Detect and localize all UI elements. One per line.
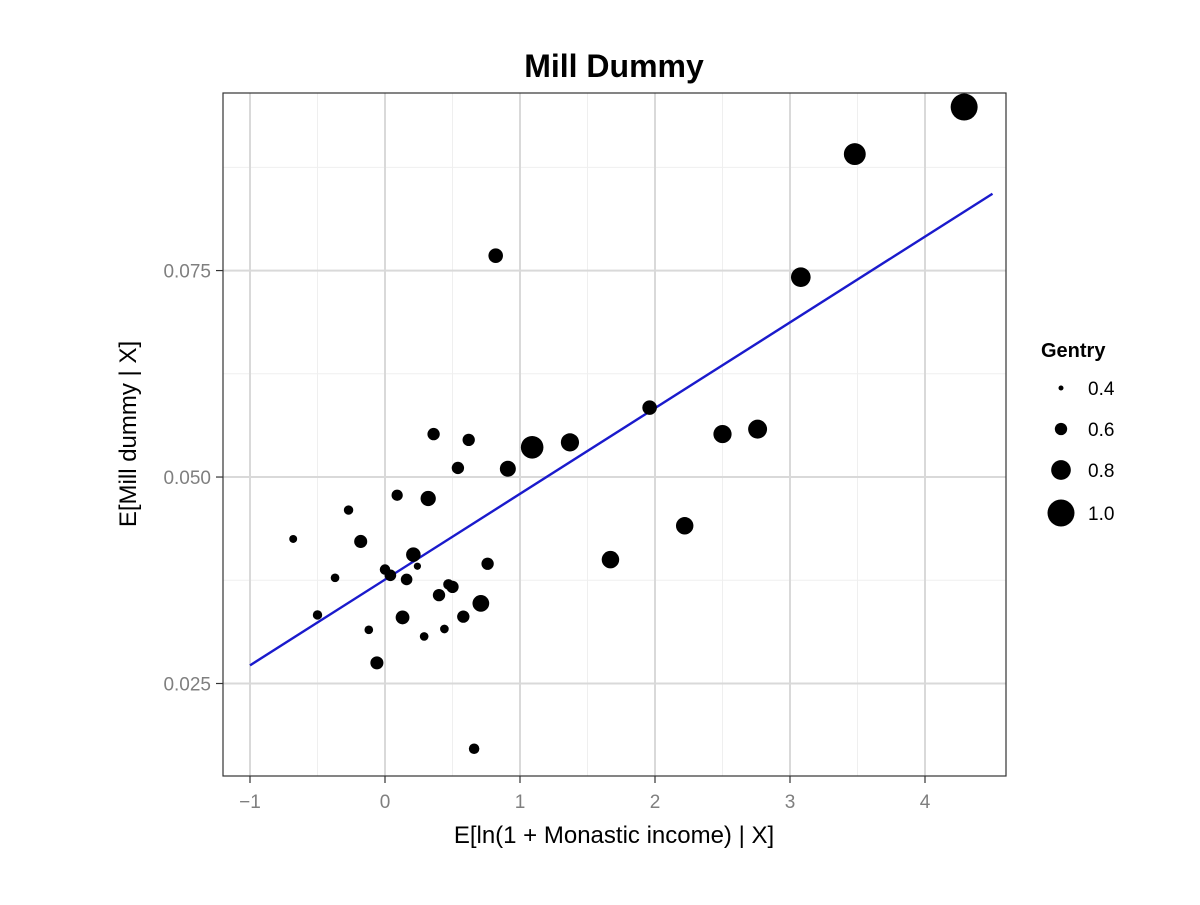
- legend-key-circle: [1047, 499, 1075, 527]
- x-tick-label: 4: [920, 792, 931, 813]
- data-point: [289, 535, 298, 543]
- data-point: [370, 656, 384, 670]
- data-point: [446, 580, 459, 594]
- chart-title: Mill Dummy: [524, 48, 704, 84]
- legend-entry-label: 0.8: [1088, 461, 1114, 482]
- data-point: [419, 632, 429, 641]
- data-point: [560, 433, 580, 452]
- data-point: [748, 419, 768, 439]
- data-point: [395, 610, 410, 625]
- data-point: [472, 595, 490, 612]
- legend-key-circle: [1058, 385, 1064, 391]
- legend-entry-label: 0.6: [1088, 420, 1114, 441]
- data-point: [420, 490, 436, 507]
- legend-entries: 0.4 0.6 0.8 1.0: [1047, 379, 1115, 527]
- data-point: [427, 427, 440, 441]
- data-point: [675, 517, 694, 535]
- x-tick-label: 1: [515, 792, 526, 813]
- data-point: [312, 610, 323, 620]
- y-tick-label: 0.050: [163, 468, 211, 489]
- y-axis-ticks: 0.025 0.050 0.075: [163, 262, 223, 696]
- plot-area: [222, 92, 1007, 777]
- y-tick-label: 0.025: [163, 675, 211, 696]
- legend-entry-label: 1.0: [1088, 504, 1114, 525]
- legend-key-circle: [1051, 460, 1071, 480]
- x-axis-label: E[ln(1 + Monastic income) | X]: [454, 822, 774, 849]
- y-tick-label: 0.075: [163, 262, 211, 283]
- data-point: [391, 489, 403, 501]
- data-point: [481, 557, 494, 570]
- y-axis-label: E[Mill dummy | X]: [115, 341, 142, 527]
- data-point: [384, 569, 397, 582]
- data-point: [713, 424, 732, 444]
- data-point: [432, 588, 446, 602]
- data-point: [642, 400, 657, 415]
- x-tick-label: 2: [650, 792, 661, 813]
- data-point: [406, 547, 421, 562]
- data-point: [601, 550, 620, 569]
- data-point: [413, 562, 421, 570]
- minor-gridlines: [223, 93, 1006, 776]
- data-point: [499, 460, 516, 477]
- data-point: [440, 624, 449, 634]
- data-points: [289, 93, 978, 754]
- x-axis-ticks: −1 0 1 2 3 4: [239, 776, 931, 813]
- data-point: [457, 610, 470, 623]
- data-point: [950, 93, 978, 121]
- data-point: [790, 267, 811, 288]
- legend: Gentry 0.4 0.6 0.8 1.0: [1041, 340, 1115, 527]
- data-point: [343, 505, 354, 515]
- legend-key-circle: [1054, 422, 1068, 436]
- data-point: [451, 461, 465, 475]
- x-tick-label: 3: [785, 792, 796, 813]
- data-point: [400, 573, 413, 586]
- regression-line: [249, 192, 994, 667]
- data-point: [364, 625, 374, 635]
- data-point: [354, 534, 368, 548]
- legend-entry-label: 0.4: [1088, 379, 1115, 400]
- x-tick-label: 0: [380, 792, 391, 813]
- data-point: [520, 436, 544, 459]
- panel-border: [222, 92, 1007, 777]
- data-point: [330, 573, 340, 583]
- legend-title: Gentry: [1041, 340, 1106, 362]
- major-gridlines: [223, 93, 1006, 776]
- data-point: [843, 143, 866, 166]
- data-point: [488, 248, 503, 263]
- x-tick-label: −1: [239, 792, 261, 813]
- data-point: [468, 743, 480, 754]
- data-point: [462, 433, 475, 447]
